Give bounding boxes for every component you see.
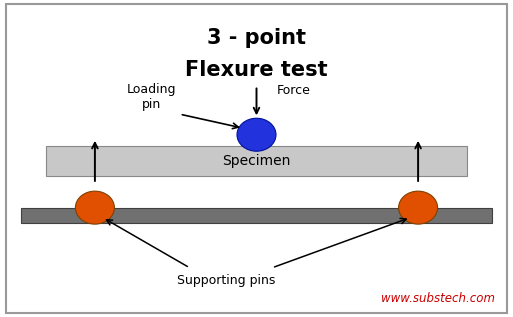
Text: 3 - point: 3 - point	[207, 28, 306, 48]
Text: Flexure test: Flexure test	[185, 60, 328, 80]
Ellipse shape	[399, 191, 438, 224]
Text: Force: Force	[277, 84, 311, 97]
Bar	[46, 146, 467, 176]
Text: Specimen: Specimen	[222, 154, 291, 168]
Ellipse shape	[75, 191, 114, 224]
Text: Loading
pin: Loading pin	[127, 83, 176, 111]
Text: Supporting pins: Supporting pins	[176, 274, 275, 287]
Ellipse shape	[237, 118, 276, 151]
Text: www.substech.com: www.substech.com	[381, 292, 495, 305]
Bar	[21, 208, 492, 223]
